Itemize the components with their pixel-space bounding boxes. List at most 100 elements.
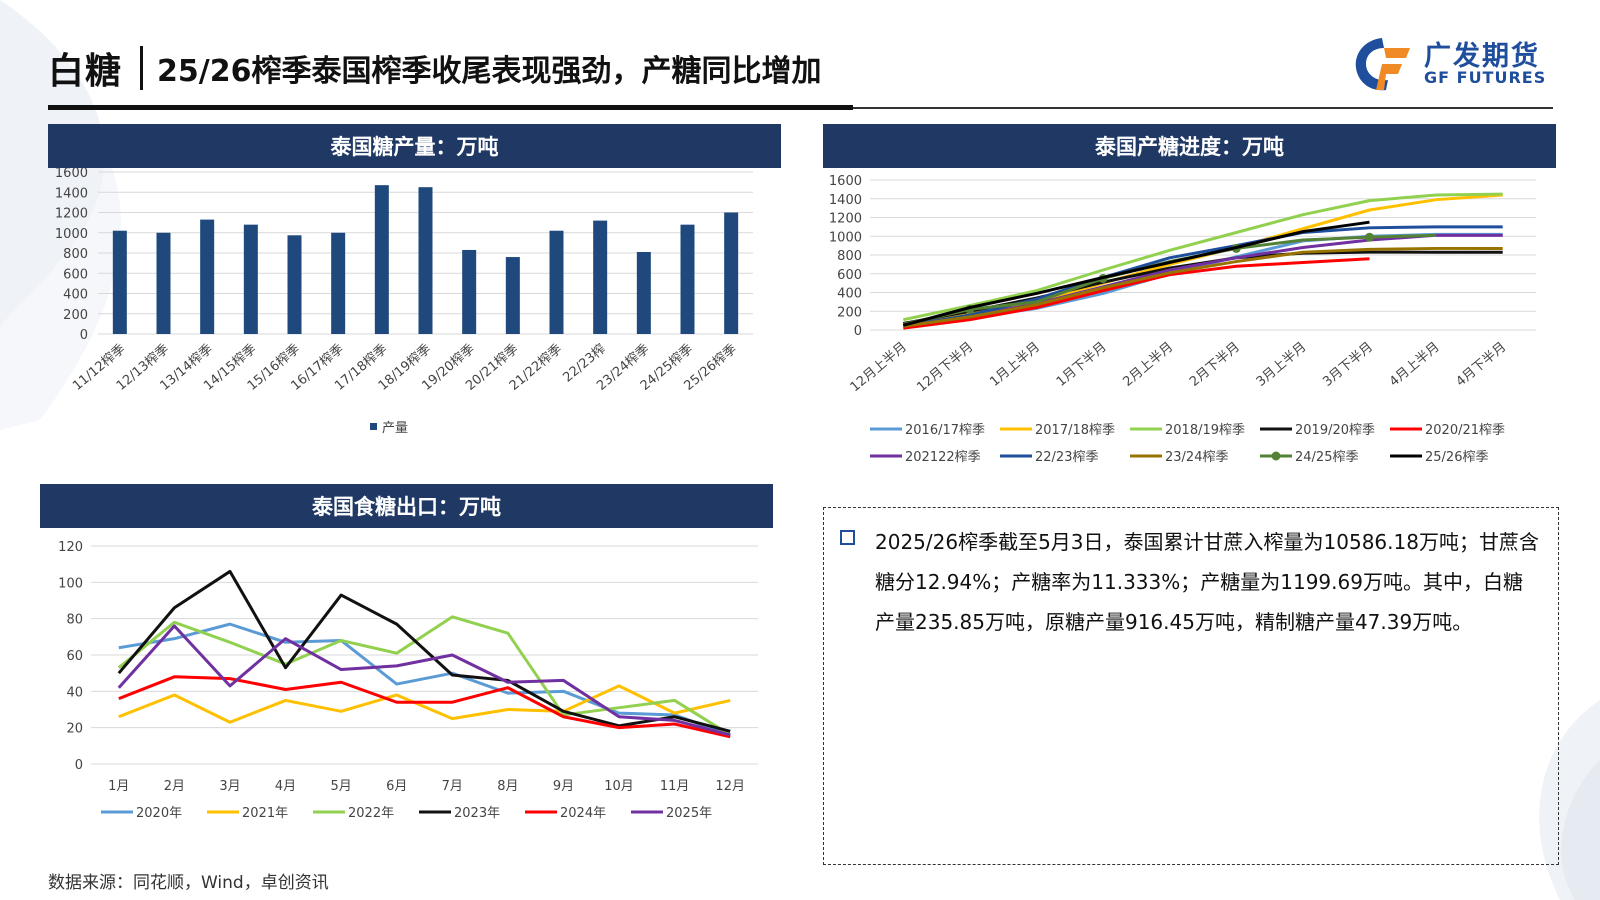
legend-label: 2020年 (136, 806, 182, 821)
x-tick-label: 4月上半月 (1387, 340, 1443, 390)
y-tick-label: 60 (66, 649, 83, 664)
x-tick-label: 2月上半月 (1120, 340, 1176, 390)
x-tick-label: 2月下半月 (1187, 340, 1243, 390)
legend-label: 2025年 (666, 806, 712, 821)
commentary-text: 2025/26榨季截至5月3日，泰国累计甘蔗入榨量为10586.18万吨；甘蔗含… (875, 530, 1539, 634)
legend-label: 2023年 (454, 806, 500, 821)
x-tick-label: 4月 (275, 779, 296, 794)
y-tick-label: 800 (63, 247, 88, 262)
bar (593, 220, 608, 334)
series-line (902, 192, 1503, 322)
production-chart-title: 泰国糖产量：万吨 (48, 124, 781, 168)
legend-label: 2018/19榨季 (1165, 422, 1245, 438)
series-line (118, 684, 731, 724)
header-rule-dark (48, 105, 853, 110)
x-tick-label: 7月 (442, 779, 463, 794)
x-tick-label: 4月下半月 (1453, 340, 1509, 390)
series-line (117, 624, 731, 737)
y-tick-label: 1600 (55, 168, 88, 181)
legend-label: 22/23榨季 (1035, 449, 1098, 465)
bar (374, 185, 389, 334)
y-tick-label: 1600 (829, 174, 862, 189)
header-rule-light (853, 107, 1553, 109)
x-tick-label: 3月下半月 (1320, 340, 1376, 390)
y-tick-label: 0 (854, 324, 862, 339)
y-tick-label: 1200 (829, 212, 862, 227)
bar (112, 230, 127, 334)
y-tick-label: 1400 (55, 186, 88, 201)
legend-label: 2017/18榨季 (1035, 422, 1115, 438)
gf-futures-logo: 广发期货 GF FUTURES (1352, 34, 1552, 94)
series-line (117, 615, 731, 737)
legend-label: 25/26榨季 (1425, 449, 1488, 465)
square-bullet-icon (840, 530, 855, 545)
y-tick-label: 1400 (829, 193, 862, 208)
series-line (902, 220, 1370, 327)
commentary-box: 2025/26榨季截至5月3日，泰国累计甘蔗入榨量为10586.18万吨；甘蔗含… (823, 507, 1559, 865)
x-tick-label: 1月上半月 (987, 340, 1043, 390)
y-tick-label: 1200 (55, 207, 88, 222)
y-tick-label: 1000 (55, 227, 88, 242)
y-tick-label: 400 (63, 288, 88, 303)
series-line (117, 569, 731, 733)
bar (287, 235, 302, 334)
legend-label: 24/25榨季 (1295, 449, 1358, 465)
page-title: 白糖 (48, 51, 123, 92)
data-source: 数据来源：同花顺，Wind，卓创资讯 (48, 873, 329, 893)
x-tick-label: 1月下半月 (1054, 340, 1110, 390)
series-line (903, 193, 1503, 325)
y-tick-label: 1000 (829, 230, 862, 245)
y-tick-label: 600 (837, 268, 862, 283)
x-tick-label: 3月 (219, 779, 240, 794)
x-tick-label: 6月 (386, 779, 407, 794)
bar (156, 232, 171, 334)
legend-label: 2020/21榨季 (1425, 422, 1505, 438)
legend-label: 产量 (382, 421, 408, 436)
logo-text-cn: 广发期货 (1424, 41, 1540, 72)
y-tick-label: 120 (58, 540, 83, 555)
x-tick-label: 9月 (553, 779, 574, 794)
y-tick-label: 0 (75, 758, 83, 773)
bar (549, 230, 564, 334)
legend-label: 2021年 (242, 806, 288, 821)
legend-label: 202122榨季 (905, 449, 981, 465)
legend-label: 2022年 (348, 806, 394, 821)
bar (505, 257, 520, 334)
x-tick-label: 5月 (330, 779, 351, 794)
y-tick-label: 0 (80, 328, 88, 343)
x-tick-label: 10月 (604, 779, 634, 794)
y-tick-label: 80 (66, 613, 83, 628)
header: 白糖 25/26榨季泰国榨季收尾表现强劲，产糖同比增加 (48, 40, 821, 96)
commentary-item: 2025/26榨季截至5月3日，泰国累计甘蔗入榨量为10586.18万吨；甘蔗含… (840, 522, 1542, 642)
bar (243, 224, 258, 334)
x-tick-label: 8月 (497, 779, 518, 794)
y-tick-label: 200 (837, 305, 862, 320)
progress-chart-title: 泰国产糖进度：万吨 (823, 124, 1556, 168)
series-point (1365, 232, 1374, 242)
series-line (903, 257, 1370, 330)
legend-label: 2024年 (560, 806, 606, 821)
x-tick-label: 3月上半月 (1254, 340, 1310, 390)
bar (462, 249, 477, 334)
y-tick-label: 800 (837, 249, 862, 264)
bar (680, 224, 695, 334)
legend-label: 23/24榨季 (1165, 449, 1228, 465)
legend-swatch (370, 423, 377, 430)
legend-label: 2019/20榨季 (1295, 422, 1375, 438)
bar (636, 251, 651, 334)
y-tick-label: 40 (66, 685, 83, 700)
y-tick-label: 20 (66, 722, 83, 737)
production-bar-chart: 0200400600800100012001400160011/12榨季12/1… (55, 168, 753, 436)
x-tick-label: 12月上半月 (848, 340, 910, 396)
legend-label: 2016/17榨季 (905, 422, 985, 438)
x-tick-label: 1月 (108, 779, 129, 794)
y-tick-label: 400 (837, 287, 862, 302)
series-line (118, 622, 731, 737)
bar (200, 219, 215, 334)
bar (418, 187, 433, 334)
x-tick-label: 12月 (715, 779, 745, 794)
bar (331, 232, 346, 334)
y-tick-label: 600 (63, 267, 88, 282)
page-subtitle: 25/26榨季泰国榨季收尾表现强劲，产糖同比增加 (157, 54, 822, 89)
logo-text-en: GF FUTURES (1424, 68, 1547, 87)
